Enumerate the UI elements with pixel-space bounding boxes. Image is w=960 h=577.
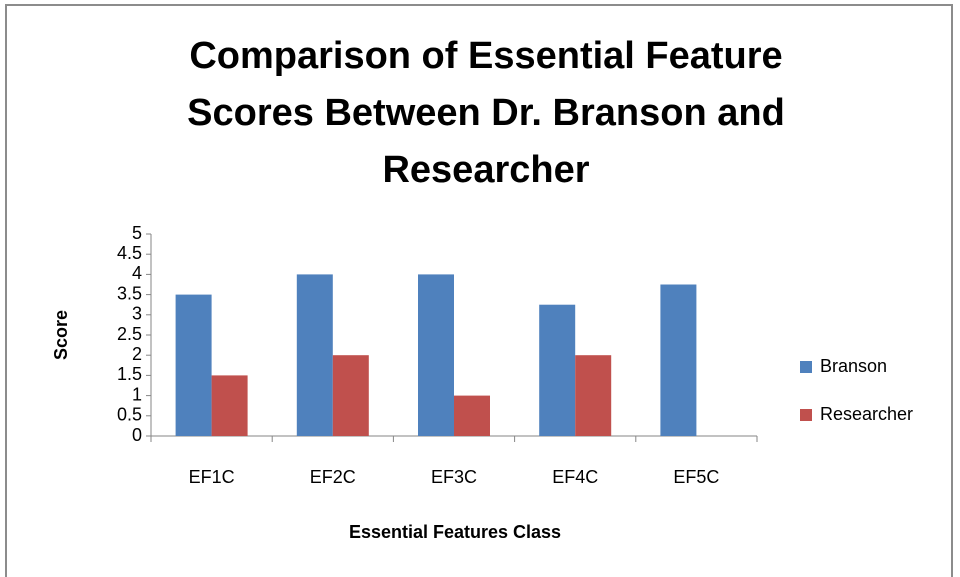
bar <box>175 294 212 436</box>
x-tick-label: EF4C <box>552 467 598 487</box>
legend-swatch <box>800 409 812 421</box>
y-axis-label: Score <box>51 310 71 360</box>
bar <box>539 304 576 436</box>
bar <box>418 274 454 436</box>
y-tick-label: 3.5 <box>117 283 142 303</box>
chart-frame <box>5 4 953 577</box>
x-tick-label: EF5C <box>673 467 719 487</box>
bar <box>211 375 248 436</box>
legend-label: Researcher <box>820 404 913 424</box>
y-tick-label: 5 <box>132 223 142 243</box>
bar <box>575 355 612 436</box>
x-tick-label: EF2C <box>310 467 356 487</box>
bar <box>454 395 490 436</box>
y-tick-label: 4 <box>132 263 142 283</box>
y-tick-label: 1.5 <box>117 364 142 384</box>
bar <box>296 274 333 436</box>
y-tick-label: 2 <box>132 344 142 364</box>
y-tick-label: 2.5 <box>117 324 142 344</box>
x-tick-label: EF1C <box>189 467 235 487</box>
legend-swatch <box>800 361 812 373</box>
bar <box>660 284 697 436</box>
y-tick-label: 0 <box>132 425 142 445</box>
x-tick-label: EF3C <box>431 467 477 487</box>
y-tick-label: 3 <box>132 304 142 324</box>
y-tick-label: 4.5 <box>117 243 142 263</box>
bar <box>332 355 369 436</box>
chart-title: Comparison of Essential Feature Scores B… <box>187 35 785 191</box>
y-tick-label: 0.5 <box>117 405 142 425</box>
legend-label: Branson <box>820 356 887 376</box>
x-axis-label: Essential Features Class <box>349 522 561 542</box>
y-tick-label: 1 <box>132 384 142 404</box>
